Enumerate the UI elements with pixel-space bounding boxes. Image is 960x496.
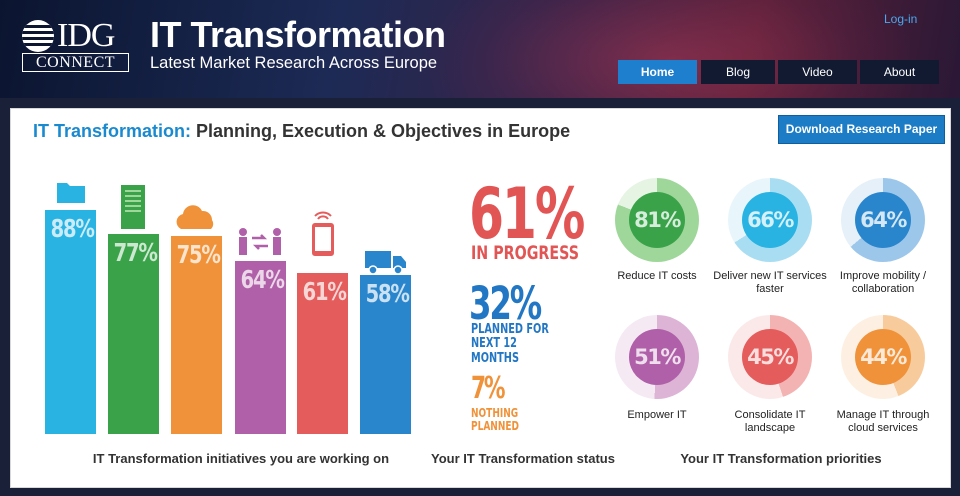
priority-donut-2: 66% [728,178,812,262]
priority-value: 51% [629,329,685,385]
status-planned-label: PLANNED FOR NEXT 12 MONTHS [471,322,549,366]
initiative-bar-5: 61% [297,273,348,434]
status-in-progress-value: 61% [469,173,585,255]
people-exchange-icon [239,228,281,255]
priority-label: Manage IT through cloud services [836,409,930,434]
priority-label: Empower IT [627,409,687,421]
status-label: Your IT Transformation status [431,451,615,466]
priority-donut-3: 64% [841,178,925,262]
priority-label: Improve mobility / collaboration [839,270,927,295]
logo-idg-text: IDG [57,17,115,54]
priorities-label: Your IT Transformation priorities [680,451,882,466]
status-nothing-label: NOTHING PLANNED [471,406,519,434]
idg-connect-logo[interactable]: IDG CONNECT [22,17,129,72]
priority-label: Consolidate IT landscape [734,409,806,434]
login-link[interactable]: Log-in [884,12,918,26]
site-title: IT Transformation [150,14,446,55]
download-research-button[interactable]: Download Research Paper [778,115,945,144]
infographic-panel: IT Transformation: Planning, Execution &… [10,108,951,488]
panel-title-rest: Planning, Execution & Objectives in Euro… [191,121,571,141]
bar-value: 61% [302,277,347,306]
priority-value: 45% [742,329,798,385]
status-planned-value: 32% [469,277,542,330]
bar-value: 88% [50,214,95,243]
status-in-progress-label: IN PROGRESS [471,242,580,264]
panel-title-accent: IT Transformation: [33,121,192,141]
priority-donut-5: 45% [728,315,812,399]
mobile-wifi-icon [312,211,334,256]
bar-value: 77% [113,238,158,267]
bar-value: 64% [240,265,285,294]
initiative-bar-6: 58% [360,275,411,434]
document-icon [121,185,145,229]
nav-about[interactable]: About [860,60,939,84]
priority-value: 44% [855,329,911,385]
priority-donut-1: 81% [615,178,699,262]
priority-label: Reduce IT costs [617,270,697,282]
nav-home[interactable]: Home [618,60,697,84]
globe-icon [22,20,54,52]
priority-value: 81% [629,192,685,248]
priority-donut-6: 44% [841,315,925,399]
initiative-bar-4: 64% [235,261,286,434]
panel-title: IT Transformation: Planning, Execution &… [33,121,570,142]
folder-icon [57,183,85,203]
initiative-bar-3: 75% [171,236,222,434]
initiatives-label: IT Transformation initiatives you are wo… [92,451,390,466]
nav-video[interactable]: Video [778,60,857,84]
initiative-bar-2: 77% [108,234,159,434]
nav-blog[interactable]: Blog [701,60,775,84]
cloud-icon [176,205,214,229]
priority-value: 66% [742,192,798,248]
bar-value: 58% [365,279,410,308]
site-subtitle: Latest Market Research Across Europe [150,54,438,72]
priority-label: Deliver new IT services faster [713,270,827,295]
truck-icon [365,251,406,275]
logo-connect-text: CONNECT [22,53,129,72]
status-nothing-value: 7% [471,371,506,406]
priority-value: 64% [855,192,911,248]
bar-value: 75% [176,240,221,269]
initiative-bar-1: 88% [45,210,96,434]
priority-donut-4: 51% [615,315,699,399]
site-header: IDG CONNECT IT Transformation Latest Mar… [0,0,960,98]
